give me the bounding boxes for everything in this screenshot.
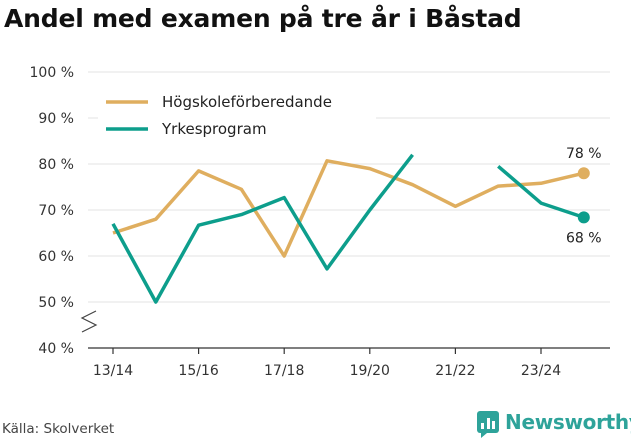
legend-background bbox=[98, 86, 376, 146]
legend-label: Yrkesprogram bbox=[161, 120, 267, 138]
end-label-0: 78 % bbox=[566, 146, 602, 162]
y-tick-label: 40 % bbox=[38, 341, 74, 357]
x-tick-label: 15/16 bbox=[178, 363, 218, 379]
chart-icon bbox=[477, 411, 499, 438]
series-line-1 bbox=[111, 153, 585, 304]
x-tick-label: 17/18 bbox=[264, 363, 304, 379]
brand-name: Newsworthy bbox=[505, 410, 631, 434]
x-tick-label: 21/22 bbox=[435, 363, 475, 379]
y-tick-label: 70 % bbox=[38, 203, 74, 219]
series-line-0 bbox=[112, 159, 585, 258]
legend: Högskoleförberedande Yrkesprogram bbox=[98, 86, 376, 146]
x-axis: 13/14 15/16 17/18 19/20 21/22 23/24 bbox=[88, 347, 610, 379]
y-axis-ticks: 40 % 50 % 60 % 70 % 80 % 90 % 100 % bbox=[30, 65, 98, 357]
y-tick-label: 100 % bbox=[30, 65, 74, 81]
series-lines: 78 % 68 % bbox=[111, 146, 602, 304]
source-note: Källa: Skolverket bbox=[2, 421, 115, 437]
end-label-1: 68 % bbox=[566, 230, 602, 246]
chart-title: Andel med examen på tre år i Båstad bbox=[4, 4, 522, 33]
end-point-1 bbox=[577, 211, 590, 224]
end-point-0 bbox=[577, 167, 590, 180]
y-tick-label: 60 % bbox=[38, 249, 74, 265]
axis-break-mark bbox=[80, 310, 98, 333]
x-tick-label: 23/24 bbox=[521, 363, 561, 379]
legend-label: Högskoleförberedande bbox=[162, 93, 332, 111]
y-tick-label: 50 % bbox=[38, 295, 74, 311]
x-tick-label: 13/14 bbox=[93, 363, 133, 379]
newsworthy-logo: Newsworthy bbox=[477, 410, 631, 438]
y-tick-label: 80 % bbox=[38, 157, 74, 173]
y-tick-label: 90 % bbox=[38, 111, 74, 127]
x-tick-label: 19/20 bbox=[350, 363, 390, 379]
